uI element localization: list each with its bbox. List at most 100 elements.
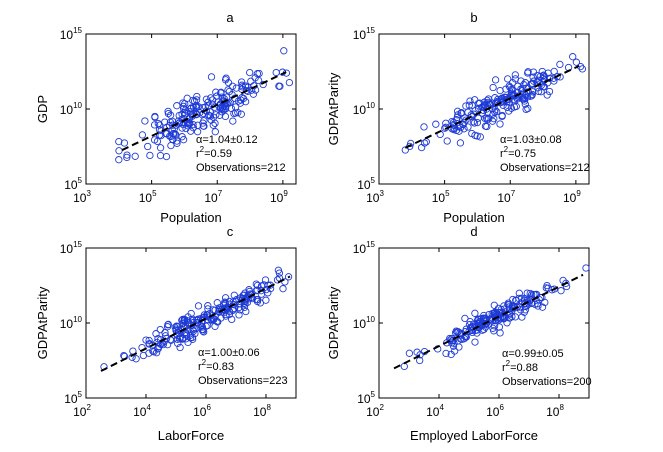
x-axis-label-a: Population — [160, 210, 221, 225]
panel-title-c: c — [227, 224, 234, 239]
data-point-c — [230, 291, 238, 299]
y-tick-exp-d: 10 — [366, 315, 375, 324]
stats-box-d: α=0.99±0.05 r2=0.88 Observations=200 — [502, 348, 592, 388]
data-point-b — [569, 53, 577, 61]
data-point-a — [120, 139, 129, 147]
data-point-c — [163, 323, 172, 331]
data-point-d — [527, 299, 536, 307]
data-point-d — [475, 319, 484, 327]
data-point-b — [533, 71, 541, 80]
y-tick-exp-b: 15 — [366, 26, 375, 35]
data-point-b — [468, 101, 476, 109]
data-point-a — [232, 84, 241, 92]
data-point-d — [521, 306, 530, 314]
data-point-b — [550, 74, 558, 82]
data-point-c — [180, 317, 188, 325]
panel-title-d: d — [470, 224, 477, 239]
data-point-b — [496, 120, 504, 128]
data-point-b — [473, 132, 481, 140]
data-point-a — [194, 121, 202, 129]
data-point-b — [499, 101, 507, 109]
data-point-d — [582, 264, 590, 272]
alpha-stat-a: α=1.04±0.12 — [196, 134, 258, 146]
data-point-b — [474, 104, 483, 113]
data-point-d — [450, 347, 459, 355]
data-point-d — [413, 348, 421, 356]
data-point-a — [209, 96, 217, 104]
panel-title-a: a — [226, 10, 234, 25]
y-tick-exp-d: 15 — [366, 240, 375, 249]
x-tick-exp-d: 4 — [439, 403, 444, 412]
data-point-a — [276, 82, 284, 90]
y-axis-label-b: GDPAtParity — [326, 72, 341, 145]
data-point-b — [491, 76, 500, 84]
data-point-d — [442, 349, 450, 358]
data-point-d — [562, 279, 570, 287]
data-point-b — [522, 105, 530, 114]
data-point-a — [115, 156, 123, 164]
x-tick-exp-a: 5 — [152, 189, 157, 198]
x-tick-label-b: 103 — [366, 189, 384, 205]
y-tick-exp-a: 10 — [73, 101, 82, 110]
data-point-d — [544, 284, 552, 292]
data-point-a — [173, 102, 181, 110]
data-point-d — [557, 287, 565, 295]
data-point-d — [518, 294, 526, 302]
data-point-a — [207, 73, 216, 81]
data-point-a — [173, 137, 181, 145]
data-point-a — [181, 109, 189, 118]
r2-base-d: r — [502, 362, 506, 374]
data-point-c — [152, 330, 160, 338]
data-point-c — [145, 340, 153, 348]
data-point-b — [469, 118, 478, 126]
x-tick-exp-b: 5 — [445, 189, 450, 198]
data-point-b — [465, 101, 473, 109]
data-point-b — [545, 87, 554, 96]
data-point-a — [185, 118, 193, 126]
r2-stat-d: r2=0.88 — [502, 359, 538, 374]
data-point-a — [179, 136, 188, 144]
data-point-c — [235, 300, 244, 308]
data-point-c — [178, 335, 186, 343]
data-point-a — [199, 122, 207, 130]
y-tick-label-b: 1015 — [353, 26, 376, 42]
data-point-c — [228, 315, 236, 324]
data-point-a — [237, 78, 246, 86]
data-point-c — [139, 351, 148, 360]
y-tick-label-d: 1010 — [353, 315, 376, 331]
x-tick-base-c: 10 — [253, 405, 267, 419]
data-point-b — [479, 103, 487, 111]
x-tick-label-c: 102 — [73, 403, 91, 419]
data-point-a — [217, 89, 225, 97]
data-point-b — [473, 118, 482, 127]
y-tick-base-b: 10 — [357, 178, 371, 192]
x-tick-base-b: 10 — [497, 191, 511, 205]
data-point-b — [534, 87, 543, 96]
r2-stat-a: r2=0.59 — [196, 145, 232, 160]
observations-stat-c: Observations=223 — [198, 375, 288, 387]
data-point-b — [454, 111, 462, 119]
y-tick-base-a: 10 — [64, 178, 78, 192]
data-point-b — [511, 71, 519, 79]
x-tick-exp-a: 7 — [218, 189, 223, 198]
data-point-b — [524, 69, 532, 77]
y-tick-exp-b: 10 — [366, 101, 375, 110]
data-point-d — [449, 336, 457, 344]
data-point-a — [166, 111, 175, 119]
data-point-d — [505, 314, 513, 322]
y-tick-base-d: 10 — [353, 317, 367, 331]
data-point-d — [490, 301, 498, 309]
data-point-b — [544, 69, 552, 77]
y-tick-exp-c: 5 — [78, 390, 83, 399]
data-point-a — [254, 76, 263, 85]
data-point-a — [285, 78, 294, 87]
data-point-b — [510, 103, 519, 111]
data-point-a — [253, 70, 262, 78]
y-tick-base-d: 10 — [357, 392, 371, 406]
data-point-a — [169, 130, 177, 138]
data-point-c — [186, 331, 195, 339]
y-tick-exp-a: 15 — [73, 26, 82, 35]
data-point-a — [206, 112, 215, 120]
y-tick-base-b: 10 — [353, 28, 367, 42]
x-tick-base-d: 10 — [426, 405, 440, 419]
